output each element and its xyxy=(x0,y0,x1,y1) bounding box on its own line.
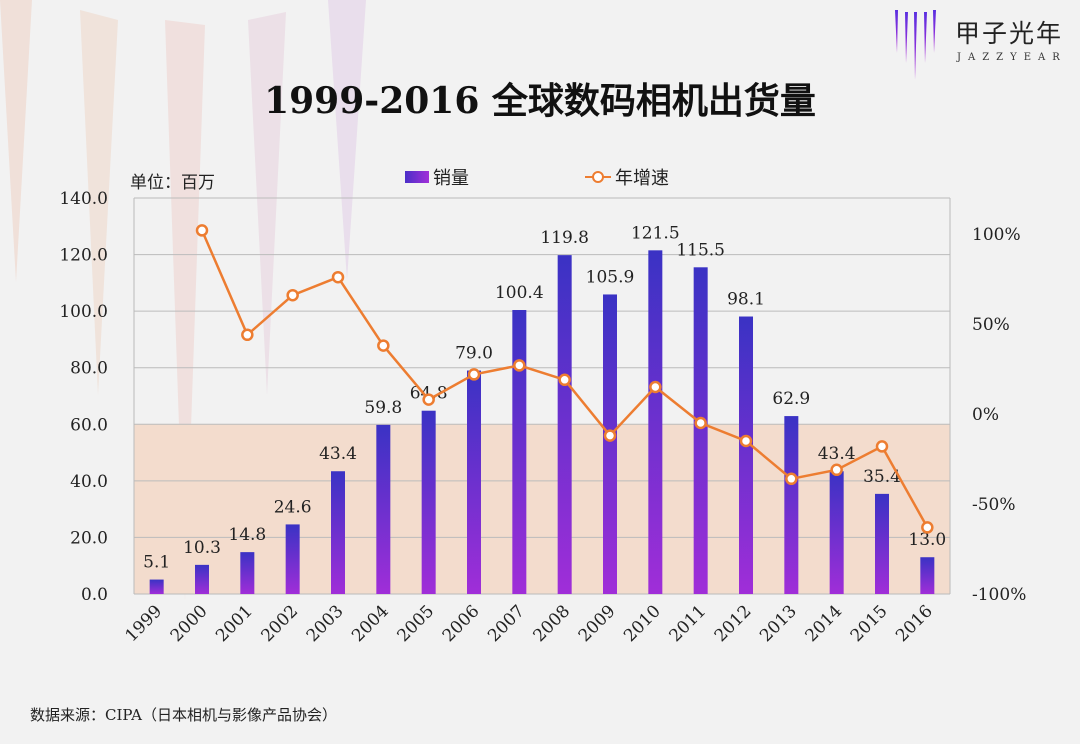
x-axis-tick: 2010 xyxy=(620,601,665,646)
bar-label: 14.8 xyxy=(228,525,266,545)
bar-label: 98.1 xyxy=(727,290,765,310)
bar-2010 xyxy=(648,250,663,595)
growth-point-2007 xyxy=(513,359,526,372)
bar-2008 xyxy=(557,255,572,594)
right-axis-tick: 100% xyxy=(972,225,1021,245)
right-axis-tick: 50% xyxy=(972,315,1010,335)
x-axis-tick: 2011 xyxy=(665,601,710,646)
bar-label: 115.5 xyxy=(676,240,725,260)
right-axis-tick: -50% xyxy=(972,495,1016,515)
bar-2012 xyxy=(739,316,753,594)
left-axis-tick: 40.0 xyxy=(70,472,108,492)
bar-label: 35.4 xyxy=(863,467,901,487)
growth-point-2014 xyxy=(830,463,843,477)
bar-label: 105.9 xyxy=(586,267,635,287)
bar-2005 xyxy=(421,410,436,594)
data-source: 数据来源：CIPA（日本相机与影像产品协会） xyxy=(30,706,337,724)
x-axis-tick: 2012 xyxy=(711,601,756,646)
growth-point-2015 xyxy=(875,440,889,453)
legend-swatch-bar xyxy=(405,171,429,183)
growth-point-2008 xyxy=(558,373,571,387)
x-axis-tick: 1999 xyxy=(121,601,166,646)
bar-2014 xyxy=(829,471,844,594)
growth-point-2016 xyxy=(921,521,934,534)
x-axis-tick: 2016 xyxy=(892,601,937,646)
bar-2007 xyxy=(512,310,527,594)
growth-point-2010 xyxy=(649,380,662,394)
bar-label: 59.8 xyxy=(364,398,402,418)
x-axis-tick: 2002 xyxy=(257,601,302,646)
bar-2006 xyxy=(467,370,481,594)
left-axis-tick: 140.0 xyxy=(59,189,108,209)
bar-2004 xyxy=(376,424,391,594)
growth-point-2011 xyxy=(694,416,707,430)
growth-point-2001 xyxy=(241,328,254,342)
bar-2009 xyxy=(603,294,617,594)
left-axis-tick: 120.0 xyxy=(59,246,108,266)
x-axis-tick: 2006 xyxy=(439,601,484,646)
bar-2015 xyxy=(875,493,889,594)
bar-2002 xyxy=(285,524,300,594)
bar-2016 xyxy=(920,557,935,594)
x-axis-tick: 2009 xyxy=(575,601,620,646)
x-axis-tick: 2008 xyxy=(529,601,574,646)
legend-swatch-line xyxy=(585,171,611,183)
growth-point-2002 xyxy=(286,288,299,302)
growth-point-2005 xyxy=(422,393,435,406)
chart-title: 1999-2016 全球数码相机出货量 xyxy=(264,80,816,122)
bar-label: 5.1 xyxy=(143,553,170,573)
x-axis-tick: 2005 xyxy=(393,601,438,646)
bar-label: 119.8 xyxy=(540,228,589,248)
bar-label: 62.9 xyxy=(772,389,810,409)
logo-text-en: JAZZYEAR xyxy=(957,52,1067,63)
bar-label: 24.6 xyxy=(274,497,312,517)
left-axis-tick: 0.0 xyxy=(81,585,108,605)
bar-label: 79.0 xyxy=(455,344,493,364)
x-axis-tick: 2000 xyxy=(167,601,212,646)
growth-point-2003 xyxy=(331,270,345,284)
x-axis-tick: 2004 xyxy=(348,601,393,646)
legend-item-growth: 年增速 xyxy=(585,164,669,190)
legend-item-sales: 销量 xyxy=(405,164,469,190)
growth-point-2004 xyxy=(377,339,390,352)
legend-label: 年增速 xyxy=(615,168,669,189)
bar-2011 xyxy=(693,267,708,594)
x-axis-tick: 2003 xyxy=(303,601,348,646)
left-axis-tick: 60.0 xyxy=(70,415,108,435)
right-axis-tick: -100% xyxy=(972,585,1026,605)
growth-point-2006 xyxy=(467,368,481,381)
jazzyear-logo xyxy=(895,10,936,80)
bar-label: 10.3 xyxy=(183,538,221,558)
legend-label: 销量 xyxy=(433,168,469,189)
bar-label: 121.5 xyxy=(631,223,680,243)
left-axis-tick: 20.0 xyxy=(70,528,108,548)
bar-2003 xyxy=(331,471,345,594)
bar-label: 13.0 xyxy=(908,530,946,550)
growth-point-2013 xyxy=(785,472,798,486)
left-axis-tick: 100.0 xyxy=(59,302,108,322)
growth-point-2000 xyxy=(195,224,209,237)
bar-label: 43.4 xyxy=(818,444,856,464)
bar-2013 xyxy=(784,416,799,594)
bar-1999 xyxy=(149,579,164,594)
right-axis-tick: 0% xyxy=(972,405,999,425)
growth-point-2012 xyxy=(739,434,753,448)
logo-text-cn: 甲子光年 xyxy=(955,19,1064,48)
bar-label: 43.4 xyxy=(319,444,357,464)
bar-2000 xyxy=(195,564,209,594)
shaded-region xyxy=(134,424,950,594)
x-axis-tick: 2014 xyxy=(801,601,846,646)
x-axis-tick: 2007 xyxy=(484,601,529,646)
bar-label: 100.4 xyxy=(495,283,544,303)
x-axis-tick: 2015 xyxy=(847,601,892,646)
left-axis-tick: 80.0 xyxy=(70,359,108,379)
growth-point-2009 xyxy=(603,429,617,442)
bar-2001 xyxy=(240,552,255,594)
x-axis-tick: 2001 xyxy=(212,601,257,646)
x-axis-tick: 2013 xyxy=(756,601,801,646)
unit-label: 单位：百万 xyxy=(130,173,215,193)
